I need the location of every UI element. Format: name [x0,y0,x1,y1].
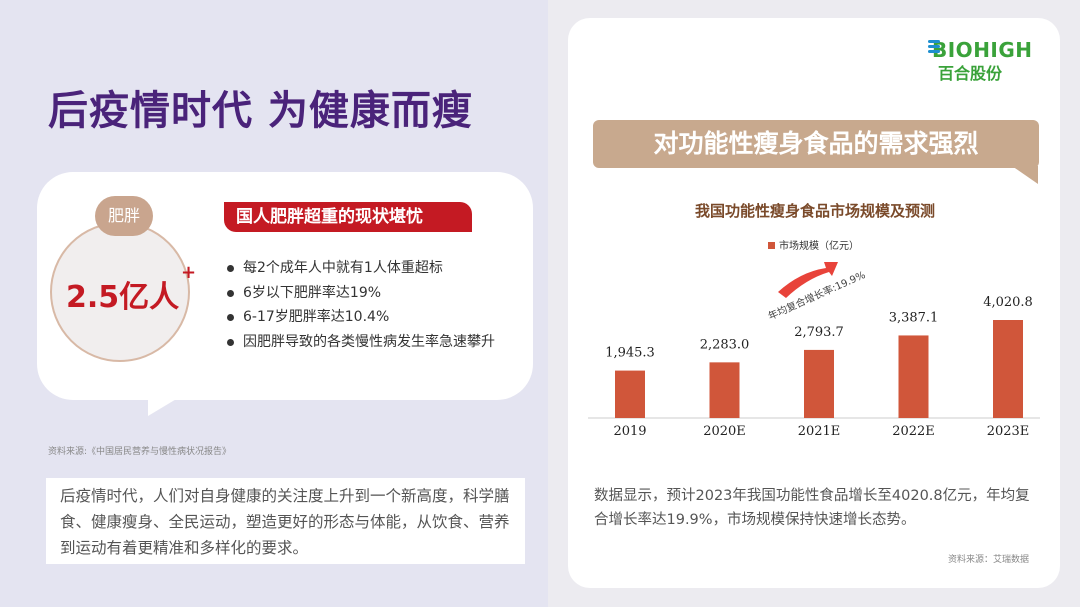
left-source: 资料来源:《中国居民营养与慢性病状况报告》 [48,447,232,457]
brand-logo: BIOHIGH 百合股份 [928,38,1033,84]
banner: 对功能性瘦身食品的需求强烈 [593,120,1039,168]
x-tick-label: 2019 [613,424,646,439]
legend-label: 市场规模（亿元） [779,241,859,252]
list-item: 每2个成年人中就有1人体重超标 [225,256,495,281]
chart-title: 我国功能性瘦身食品市场规模及预测 [694,202,935,220]
right-source: 资料来源：艾瑞数据 [948,555,1030,565]
growth-arrow-icon [778,262,838,298]
bar [804,349,834,418]
bar [993,320,1023,418]
x-tick-label: 2023E [987,424,1030,439]
obesity-tag: 肥胖 [95,196,153,236]
list-item: 6岁以下肥胖率达19% [225,281,495,306]
plus-sign: + [181,262,197,283]
right-card [568,18,1060,588]
bar [898,335,929,418]
wave-icon [928,40,940,55]
chart-legend: 市场规模（亿元） [768,237,859,252]
logo-en: BIOHIGH [932,38,1033,62]
status-heading: 国人肥胖超重的现状堪忧 [224,202,472,232]
obesity-count: 2.5亿人 [66,280,180,315]
data-label: 2,793.7 [794,325,844,340]
speech-bubble-tail [148,398,178,416]
data-label: 2,283.0 [700,337,750,352]
logo-cn: 百合股份 [938,64,1003,83]
data-label: 3,387.1 [889,310,939,325]
bar [615,370,645,418]
left-paragraph: 后疫情时代，人们对自身健康的关注度上升到一个新高度，科学膳食、健康瘦身、全民运动… [46,478,525,564]
legend-swatch [768,242,775,249]
data-label: 1,945.3 [605,346,655,361]
banner-tail [1012,166,1038,184]
list-item: 6-17岁肥胖率达10.4% [225,305,495,330]
right-paragraph: 数据显示，预计2023年我国功能性食品增长至4020.8亿元，年均复合增长率达1… [594,488,1030,528]
page-title: 后疫情时代 为健康而瘦 [48,88,473,134]
data-label: 4,020.8 [983,295,1033,310]
x-tick-label: 2020E [703,424,746,439]
x-tick-label: 2021E [798,424,841,439]
bar [709,362,740,418]
bullet-list: 每2个成年人中就有1人体重超标 6岁以下肥胖率达19% 6-17岁肥胖率达10.… [225,256,495,354]
x-tick-label: 2022E [892,424,935,439]
list-item: 因肥胖导致的各类慢性病发生率急速攀升 [225,330,495,355]
